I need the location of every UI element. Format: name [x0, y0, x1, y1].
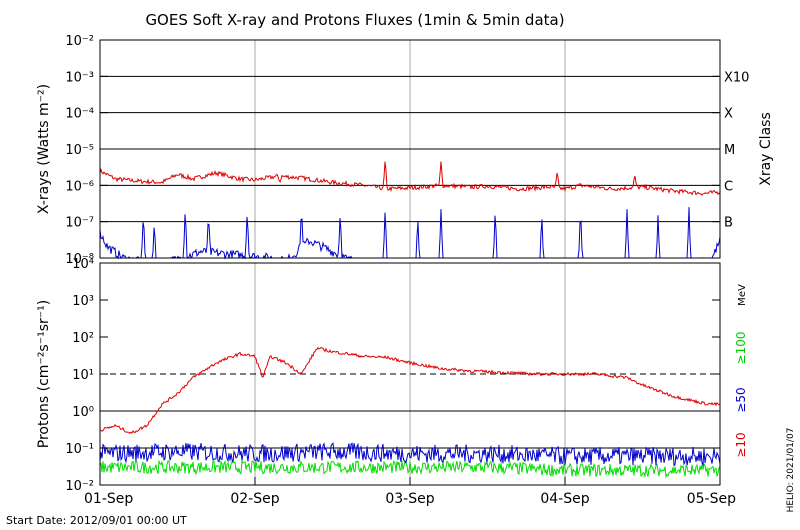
proton-10-line [99, 346, 721, 435]
xray-class-label: B [724, 216, 733, 231]
xray-class-label: X10 [724, 70, 749, 85]
x-tick-label: 02-Sep [230, 491, 279, 507]
chart-title: GOES Soft X-ray and Protons Fluxes (1min… [145, 11, 564, 29]
energy-unit-label: MeV [737, 284, 748, 306]
proton-y-tick-label: 10³ [72, 294, 94, 309]
xray-y-tick-label: 10⁻⁸ [65, 252, 94, 267]
x-tick-label: 01-Sep [84, 491, 133, 507]
energy-50-label: ≥50 [734, 387, 748, 412]
xray-class-labels: B C M X X10 [724, 70, 749, 230]
energy-10-label: ≥10 [734, 432, 748, 457]
credit-label: HELIO: 2021/01/07 [786, 428, 796, 513]
proton-y-tick-label: 10⁻¹ [65, 442, 94, 457]
xray-y-axis-label: X-rays (Watts m⁻²) [36, 84, 52, 214]
proton-y-tick-label: 10⁻² [65, 479, 94, 494]
xray-y-tick-label: 10⁻⁶ [65, 179, 94, 194]
proton-y-axis-label: Protons (cm⁻²s⁻¹sr⁻¹) [36, 300, 52, 449]
proton-panel: 10⁻² 10⁻¹ 10⁰ 10¹ 10² 10³ 10⁴ 01-Sep 02-Sep 03-S… [36, 257, 748, 507]
proton-y-tick-label: 10⁴ [72, 257, 94, 272]
proton-series [99, 346, 721, 479]
x-tick-label: 04-Sep [540, 491, 589, 507]
x-tick-label: 03-Sep [385, 491, 434, 507]
xray-y-tick-label: 10⁻³ [65, 70, 94, 85]
xray-panel: 10⁻⁸ 10⁻⁷ 10⁻⁶ 10⁻⁵ 10⁻⁴ 10⁻³ 10⁻² B C M X X10 X-r… [36, 34, 774, 267]
start-date-label: Start Date: 2012/09/01 00:00 UT [6, 514, 187, 527]
xray-y-tick-label: 10⁻⁷ [65, 216, 94, 231]
x-tick-label: 05-Sep [687, 491, 736, 507]
xray-y-tick-label: 10⁻⁵ [65, 143, 94, 158]
proton-x-ticks: 01-Sep 02-Sep 03-Sep 04-Sep 05-Sep [84, 477, 736, 507]
xray-class-label: X [724, 107, 733, 122]
proton-y-tick-label: 10¹ [72, 368, 94, 383]
energy-100-label: ≥100 [734, 332, 748, 365]
xray-y-tick-label: 10⁻² [65, 34, 94, 49]
xray-class-label: M [724, 143, 735, 158]
proton-50-line [99, 442, 721, 467]
proton-y-ticks: 10⁻² 10⁻¹ 10⁰ 10¹ 10² 10³ 10⁴ [65, 257, 720, 494]
proton-100-line [99, 459, 721, 479]
proton-y-tick-label: 10² [72, 331, 94, 346]
xray-right-axis-title: Xray Class [758, 112, 774, 186]
xray-y-ticks: 10⁻⁸ 10⁻⁷ 10⁻⁶ 10⁻⁵ 10⁻⁴ 10⁻³ 10⁻² [65, 34, 720, 267]
xray-grid [100, 40, 720, 258]
proton-y-tick-label: 10⁰ [72, 405, 94, 420]
xray-long-line [99, 161, 721, 196]
xray-y-tick-label: 10⁻⁴ [65, 107, 94, 122]
xray-class-label: C [724, 179, 733, 194]
